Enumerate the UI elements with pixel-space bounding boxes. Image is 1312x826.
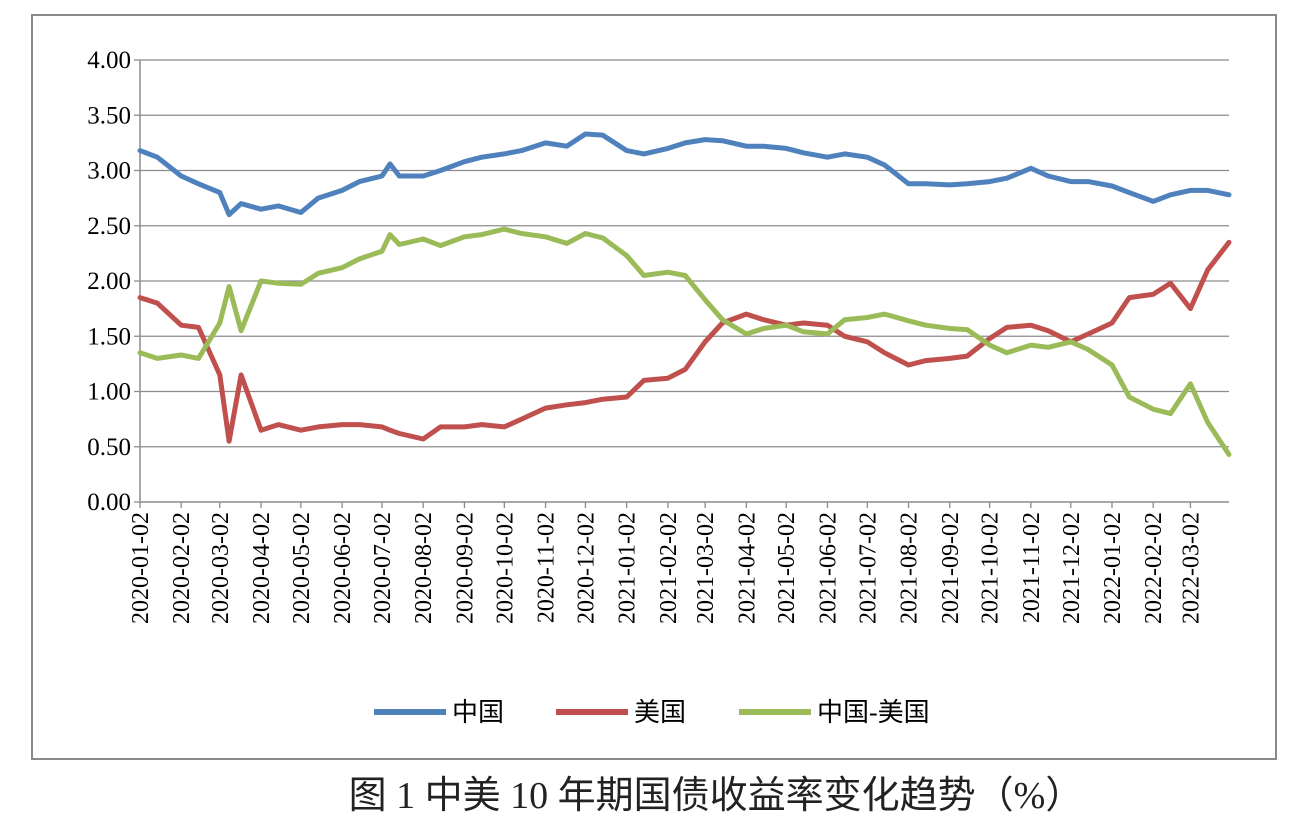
x-tick-labels: 2020-01-02 2020-02-02 2020-03-02 2020-04-02…	[128, 512, 1204, 624]
x-tick-label: 2021-08-02	[897, 512, 923, 624]
x-tick-label: 2020-06-02	[330, 512, 356, 624]
x-tick-label: 2021-10-02	[978, 512, 1004, 624]
x-tick-label: 2021-03-02	[693, 512, 719, 624]
x-tick-label: 2021-02-02	[656, 512, 682, 624]
y-tick-label: 2.00	[87, 268, 131, 295]
y-tick-labels: 0.00 0.50 1.00 1.50 2.00 2.50 3.00 3.50 4.00	[87, 47, 131, 516]
axes	[134, 59, 1229, 508]
y-tick-label: 4.00	[87, 47, 131, 74]
x-tick-label: 2020-01-02	[128, 512, 154, 624]
x-tick-label: 2021-12-02	[1059, 512, 1085, 624]
x-tick-label: 2020-08-02	[411, 512, 437, 624]
legend-label: 中国	[452, 698, 504, 727]
x-tick-label: 2022-01-02	[1100, 512, 1126, 624]
y-tick-label: 2.50	[87, 213, 131, 240]
x-tick-label: 2020-09-02	[452, 512, 478, 624]
x-tick-label: 2020-12-02	[573, 512, 599, 624]
y-tick-label: 3.00	[87, 158, 131, 185]
legend-label: 美国	[634, 698, 686, 727]
x-tick-label: 2020-11-02	[534, 512, 560, 623]
x-tick-label: 2021-05-02	[774, 512, 800, 624]
x-tick-label: 2020-03-02	[208, 512, 234, 624]
figure-caption: 图 1 中美 10 年期国债收益率变化趋势（%）	[348, 775, 1084, 817]
y-tick-label: 0.50	[87, 434, 131, 461]
legend: 中国 美国 中国-美国	[374, 698, 930, 727]
series-line-0	[137, 131, 1232, 218]
y-tick-label: 1.50	[87, 323, 131, 350]
x-tick-label: 2021-04-02	[734, 512, 760, 624]
x-tick-label: 2020-02-02	[169, 512, 195, 624]
line-chart: 0.00 0.50 1.00 1.50 2.00 2.50 3.00 3.50 4.00 202…	[87, 47, 1232, 727]
y-tick-label: 0.00	[87, 489, 131, 516]
x-tick-label: 2021-01-02	[615, 512, 641, 624]
series-lines	[137, 131, 1232, 457]
legend-label: 中国-美国	[817, 698, 930, 727]
x-tick-label: 2021-07-02	[855, 512, 881, 624]
series-line-2	[137, 226, 1232, 457]
x-tick-label: 2022-02-02	[1141, 512, 1167, 624]
x-tick-label: 2021-06-02	[815, 512, 841, 624]
x-tick-label: 2021-11-02	[1019, 512, 1045, 623]
x-tick-label: 2020-04-02	[249, 512, 275, 624]
x-tick-label: 2022-03-02	[1178, 512, 1204, 624]
x-tick-label: 2020-05-02	[289, 512, 315, 624]
x-tick-label: 2020-07-02	[370, 512, 396, 624]
series-line-1	[137, 239, 1232, 444]
x-tick-label: 2020-10-02	[492, 512, 518, 624]
y-tick-label: 1.00	[87, 379, 131, 406]
gridlines	[140, 59, 1229, 448]
chart-frame: 0.00 0.50 1.00 1.50 2.00 2.50 3.00 3.50 4.00 202…	[31, 14, 1277, 760]
y-tick-label: 3.50	[87, 102, 131, 129]
x-tick-label: 2021-09-02	[938, 512, 964, 624]
